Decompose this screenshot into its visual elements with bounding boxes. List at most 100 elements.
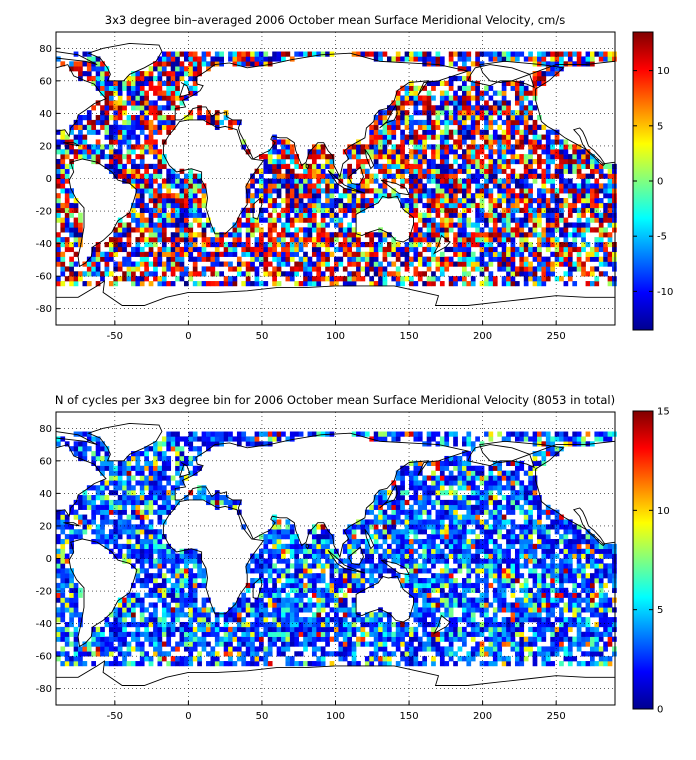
bin-cell: [360, 193, 366, 199]
bin-cell: [373, 232, 379, 238]
bin-cell: [311, 198, 317, 204]
bin-cell: [413, 222, 419, 228]
bin-cell: [559, 168, 564, 174]
bin-cell: [73, 202, 79, 209]
bin-cell: [369, 237, 375, 243]
bin-cell: [245, 246, 251, 253]
bin-cell: [183, 95, 189, 101]
bin-cell: [506, 163, 511, 170]
bin-cell: [148, 173, 154, 179]
bin-cell: [259, 251, 264, 257]
bin-cell: [462, 636, 467, 642]
bin-cell: [559, 661, 564, 667]
bin-cell: [126, 232, 132, 238]
bin-cell: [153, 193, 158, 199]
bin-cell: [148, 100, 154, 106]
bin-cell: [470, 202, 476, 209]
bin-cell: [523, 266, 529, 272]
bin-cell: [448, 636, 454, 642]
bin-cell: [153, 66, 158, 72]
bin-cell: [329, 661, 335, 667]
y-tick-label: 20: [39, 141, 52, 152]
bin-cell: [554, 246, 560, 253]
bin-cell: [426, 144, 432, 150]
bin-cell: [241, 636, 247, 642]
bin-cell: [417, 183, 423, 189]
bin-cell: [462, 597, 467, 603]
bin-cell: [56, 612, 61, 618]
bin-cell: [382, 256, 388, 262]
bin-cell: [135, 173, 141, 179]
bin-cell: [457, 631, 463, 637]
bin-cell: [373, 621, 379, 628]
bin-cell: [501, 227, 507, 233]
bin-cell: [223, 241, 229, 248]
bin-cell: [386, 129, 392, 135]
bin-cell: [179, 266, 185, 272]
bin-cell: [426, 193, 432, 199]
bin-cell: [439, 144, 445, 150]
bin-cell: [276, 281, 282, 287]
bin-cell: [78, 149, 83, 155]
bin-cell: [572, 281, 578, 287]
bin-cell: [581, 227, 586, 233]
bin-cell: [281, 139, 286, 145]
bin-cell: [382, 173, 388, 179]
bin-cell: [466, 129, 472, 135]
bin-cell: [56, 237, 61, 243]
bin-cell: [126, 261, 132, 267]
bin-cell: [528, 241, 533, 248]
bin-cell: [241, 592, 247, 598]
bin-cell: [144, 163, 149, 170]
bin-cell: [572, 612, 578, 618]
bin-cell: [157, 641, 163, 647]
bin-cell: [426, 124, 432, 130]
bin-cell: [236, 51, 242, 57]
bin-cell: [519, 227, 525, 233]
bin-cell: [254, 256, 260, 262]
bin-cell: [64, 163, 70, 170]
bin-cell: [554, 626, 560, 633]
bin-cell: [64, 144, 70, 150]
bin-cell: [364, 631, 370, 637]
bin-cell: [475, 90, 480, 96]
bin-cell: [170, 617, 176, 623]
bin-cell: [475, 597, 480, 603]
bin-cell: [153, 241, 158, 248]
bin-cell: [537, 207, 542, 213]
bin-cell: [86, 61, 92, 67]
bin-cell: [506, 621, 511, 628]
bin-cell: [179, 95, 185, 101]
bin-cell: [100, 646, 105, 652]
bin-cell: [214, 271, 220, 277]
bin-cell: [409, 129, 414, 135]
bin-cell: [166, 115, 172, 121]
bin-cell: [148, 246, 154, 253]
bin-cell: [60, 587, 66, 593]
bin-cell: [285, 612, 291, 618]
bin-cell: [272, 256, 277, 262]
bin-cell: [537, 626, 542, 633]
bin-cell: [122, 246, 127, 253]
bin-cell: [501, 232, 507, 238]
bin-cell: [466, 261, 472, 267]
bin-cell: [131, 183, 136, 189]
bin-cell: [563, 61, 569, 67]
bin-cell: [475, 154, 480, 160]
bin-cell: [572, 222, 578, 228]
bin-cell: [236, 651, 242, 657]
velocity-bins: [56, 51, 617, 287]
bin-cell: [175, 617, 180, 623]
bin-cell: [492, 173, 498, 179]
bin-cell: [232, 276, 238, 282]
bin-cell: [497, 115, 503, 121]
bin-cell: [457, 129, 463, 135]
bin-cell: [532, 612, 538, 618]
bin-cell: [183, 198, 189, 204]
bin-cell: [250, 61, 255, 67]
bin-cell: [466, 85, 472, 91]
bin-cell: [559, 61, 564, 67]
bin-cell: [501, 607, 507, 613]
bin-cell: [607, 217, 613, 223]
bin-cell: [541, 71, 547, 77]
